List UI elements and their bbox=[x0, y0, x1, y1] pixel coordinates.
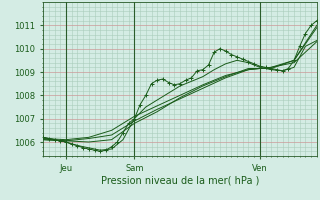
X-axis label: Pression niveau de la mer( hPa ): Pression niveau de la mer( hPa ) bbox=[101, 175, 259, 185]
